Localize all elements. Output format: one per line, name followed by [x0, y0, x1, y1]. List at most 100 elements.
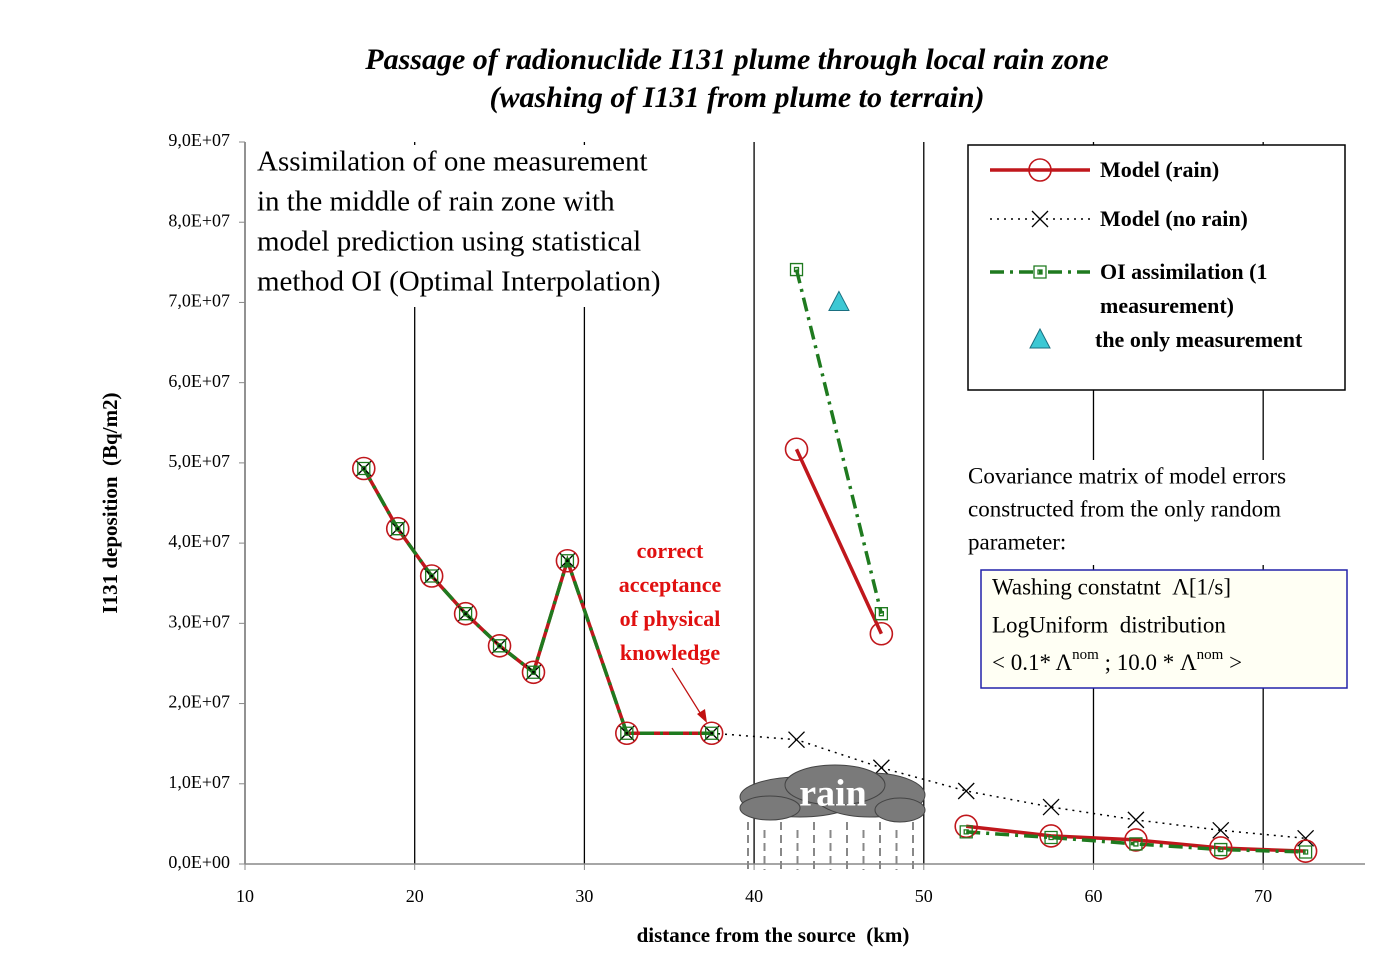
x-tick-label: 40 — [745, 886, 763, 906]
marker — [705, 726, 719, 740]
legend-label: the only measurement — [1095, 327, 1303, 352]
x-tick-label: 70 — [1254, 886, 1272, 906]
marker — [355, 460, 373, 477]
legend-marker — [1028, 158, 1052, 182]
y-tick-label: 1,0E+07 — [168, 772, 230, 792]
marker — [1214, 842, 1228, 857]
text-box-line: in the middle of rain zone with — [257, 186, 615, 218]
covariance-bg — [965, 460, 1365, 565]
marker — [1297, 829, 1315, 847]
callout-line: knowledge — [620, 640, 720, 665]
distribution-line: LogUniform distribution — [992, 612, 1226, 637]
marker — [699, 721, 724, 746]
marker — [959, 825, 973, 839]
distribution-line: Washing constatnt Λ[1/s] — [992, 574, 1231, 599]
legend-label: OI assimilation (1 measurement) — [1100, 259, 1268, 318]
marker — [1044, 830, 1058, 845]
marker — [869, 621, 894, 646]
legend-label: Model (no rain) — [1100, 206, 1248, 231]
marker — [620, 726, 634, 740]
x-tick-label: 60 — [1084, 886, 1102, 906]
marker — [385, 516, 410, 541]
distribution-part: > — [1223, 650, 1242, 675]
marker — [1208, 836, 1233, 860]
marker — [357, 461, 371, 476]
y-tick-label: 2,0E+07 — [168, 692, 230, 712]
marker — [1129, 837, 1143, 851]
callout-line: of physical — [620, 606, 721, 631]
marker — [491, 637, 509, 655]
distribution-part: nom — [1072, 647, 1099, 663]
y-tick-label: 9,0E+07 — [168, 130, 230, 150]
marker — [1298, 845, 1313, 859]
marker — [423, 567, 441, 585]
marker — [703, 724, 721, 742]
marker — [1039, 824, 1063, 848]
marker — [1127, 811, 1145, 829]
distribution-part: nom — [1197, 647, 1224, 663]
marker — [521, 660, 546, 685]
chart-title: (washing of I131 from plume to terrain) — [489, 81, 984, 114]
distribution-part: ; 10.0 * Λ — [1099, 650, 1197, 675]
marker — [788, 731, 805, 749]
legend-marker — [1033, 265, 1047, 279]
text-box-line: model prediction using statistical — [257, 226, 641, 258]
marker — [457, 605, 475, 623]
marker — [391, 522, 405, 536]
cloud-label: rain — [799, 773, 867, 815]
y-tick-label: 6,0E+07 — [168, 371, 230, 391]
marker — [458, 607, 473, 621]
legend-box — [967, 144, 1346, 391]
marker — [874, 607, 889, 621]
marker — [789, 262, 804, 277]
marker — [1212, 821, 1230, 839]
legend-label: Model (rain) — [1100, 157, 1220, 182]
covariance-line: Covariance matrix of model errors — [968, 463, 1286, 488]
chart-title: Passage of radionuclide I131 plume throu… — [364, 43, 1108, 76]
y-tick-label: 0,0E+00 — [168, 852, 230, 872]
cloud-part — [739, 795, 801, 821]
y-tick-label: 8,0E+07 — [168, 210, 230, 230]
marker — [351, 456, 376, 481]
callout-line: acceptance — [619, 572, 722, 597]
marker — [784, 437, 809, 462]
distribution-line: < 0.1* Λnom ; 10.0 * Λnom > — [992, 647, 1242, 675]
marker — [492, 639, 507, 653]
marker — [419, 564, 444, 588]
covariance-line: parameter: — [968, 529, 1066, 554]
x-tick-label: 30 — [575, 886, 593, 906]
text-box-line: Assimilation of one measurement — [257, 146, 648, 178]
callout-line: correct — [637, 538, 704, 563]
text-box — [250, 145, 752, 307]
y-tick-label: 4,0E+07 — [168, 531, 230, 551]
x-tick-label: 20 — [406, 886, 424, 906]
callout-arrowhead — [697, 709, 707, 723]
covariance-line: constructed from the only random — [968, 496, 1281, 521]
marker — [1293, 839, 1318, 863]
marker — [1124, 828, 1148, 852]
legend-marker — [1029, 327, 1051, 349]
distribution-box — [980, 569, 1348, 689]
marker — [1042, 798, 1060, 816]
x-tick-label: 10 — [236, 886, 254, 906]
marker — [828, 290, 850, 311]
marker — [389, 520, 407, 538]
marker — [425, 569, 439, 583]
marker — [453, 601, 478, 626]
marker — [558, 552, 576, 570]
y-tick-label: 5,0E+07 — [168, 451, 230, 471]
cloud-part — [874, 797, 926, 823]
marker — [618, 724, 636, 742]
marker — [526, 665, 541, 679]
legend-marker — [1031, 210, 1049, 228]
distribution-part: < 0.1* Λ — [992, 650, 1072, 675]
x-axis-label: distance from the source (km) — [637, 923, 910, 947]
x-tick-label: 50 — [915, 886, 933, 906]
marker — [487, 633, 512, 658]
y-tick-label: 7,0E+07 — [168, 291, 230, 311]
text-box-line: method OI (Optimal Interpolation) — [257, 266, 660, 298]
marker — [560, 554, 575, 568]
y-tick-label: 3,0E+07 — [168, 611, 230, 631]
